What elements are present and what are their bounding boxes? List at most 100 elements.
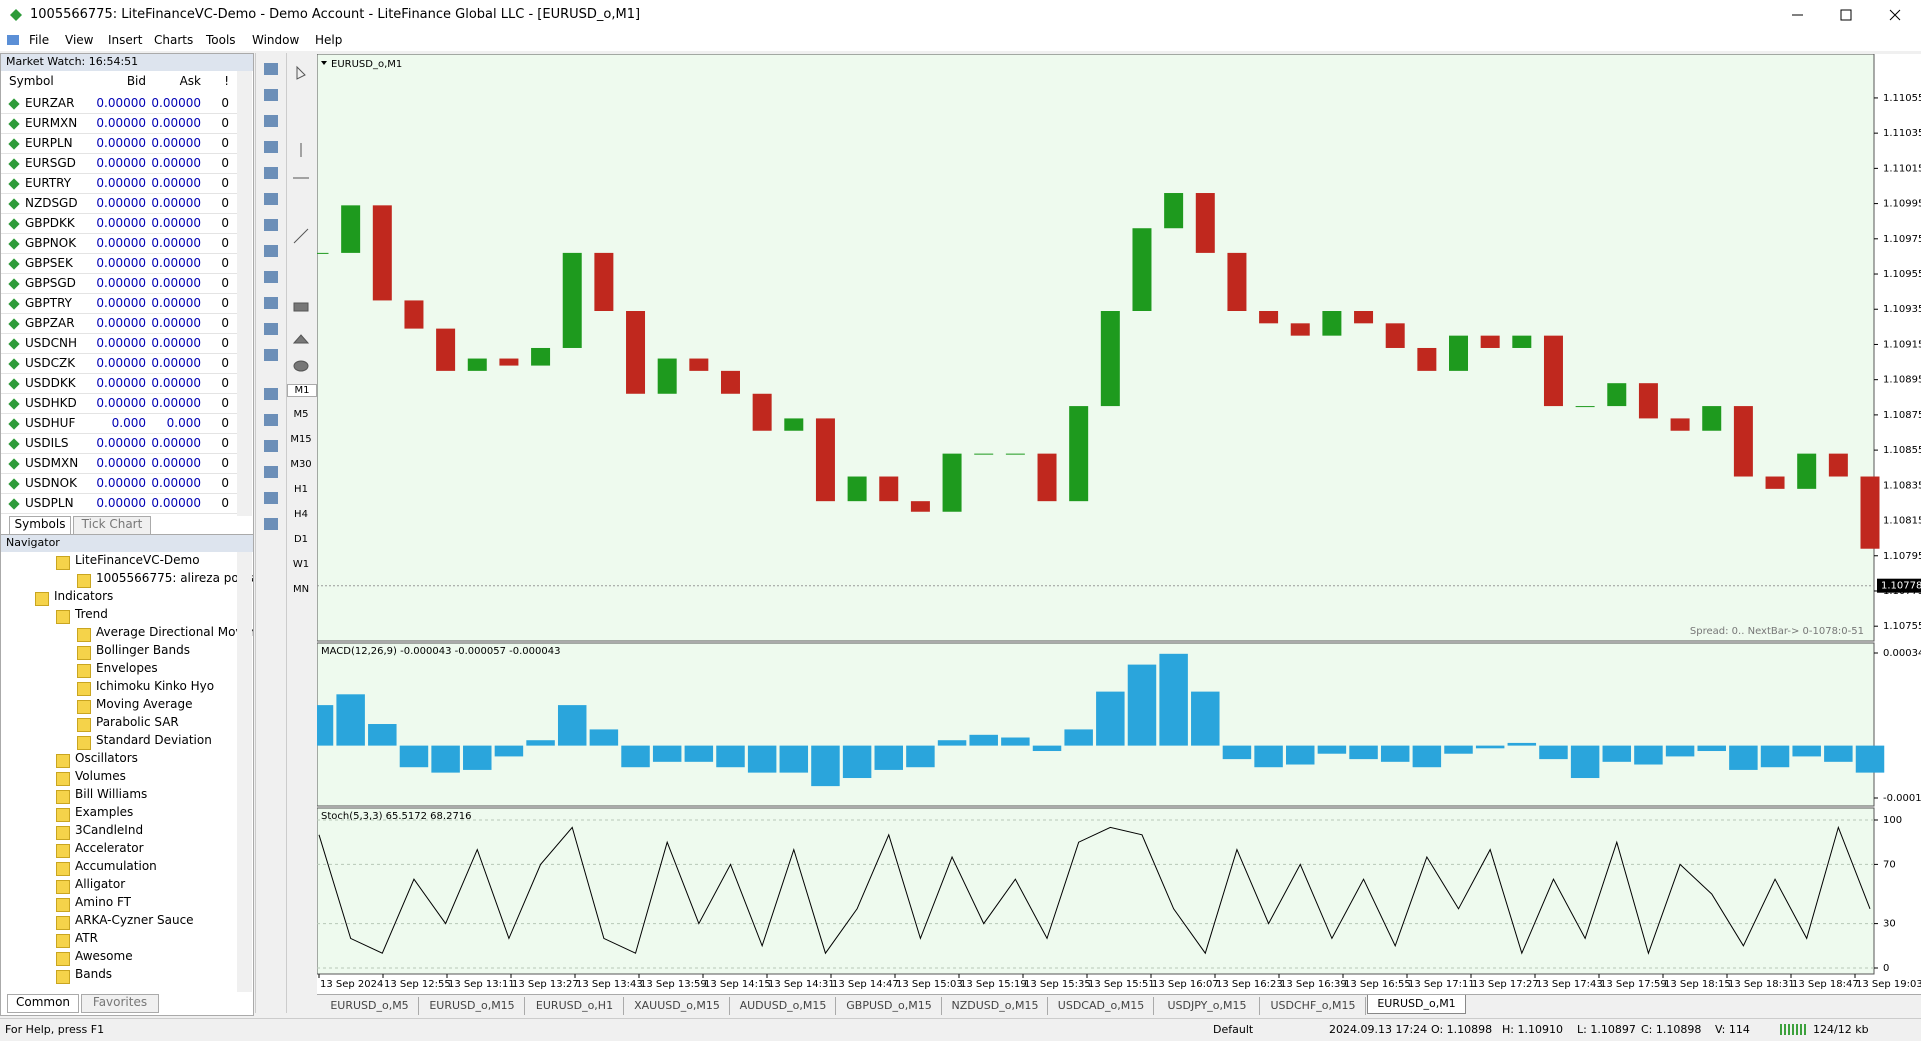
tree-item[interactable]: Average Directional Mover — [96, 625, 254, 639]
chart: 1.107551.107751.107951.108151.108351.108… — [317, 54, 1921, 994]
symbol[interactable]: EURZAR — [25, 96, 75, 110]
tree-item[interactable]: Awesome — [75, 949, 133, 963]
symbol[interactable]: USDCZK — [25, 356, 76, 370]
chart-tab[interactable]: USDCHF_o,M15 — [1261, 997, 1366, 1015]
tree-item[interactable]: Oscillators — [75, 751, 138, 765]
drawing-tools[interactable] — [287, 53, 315, 393]
symbol[interactable]: GBPNOK — [25, 236, 77, 250]
quote: 0 — [221, 496, 229, 510]
chart-tab[interactable]: EURUSD_o,M5 — [321, 997, 419, 1015]
tree-item[interactable]: Bands — [75, 967, 113, 981]
symbol[interactable]: GBPDKK — [25, 216, 75, 230]
tree-item[interactable]: Accelerator — [75, 841, 144, 855]
tree-item[interactable]: ARKA-Cyzner Sauce — [75, 913, 194, 927]
candle — [1828, 453, 1848, 477]
chart-tab[interactable]: USDJPY_o,M15 — [1155, 997, 1260, 1015]
column-header[interactable]: Ask — [179, 74, 201, 88]
chart-tab[interactable]: USDCAD_o,M15 — [1049, 997, 1154, 1015]
panel-tab[interactable]: Common — [7, 994, 79, 1013]
menu-item[interactable]: Window — [252, 33, 300, 47]
symbol[interactable]: USDMXN — [25, 456, 79, 470]
histogram-bar — [716, 745, 745, 768]
chart-tab[interactable]: NZDUSD_o,M15 — [943, 997, 1048, 1015]
symbol[interactable]: USDILS — [25, 436, 69, 450]
menu-item[interactable]: Insert — [108, 33, 143, 47]
timeframe-button[interactable]: MN — [292, 584, 310, 595]
symbol[interactable]: GBPZAR — [25, 316, 75, 330]
symbol[interactable]: GBPSEK — [25, 256, 73, 270]
x-tick-label: 13 Sep 17:43 — [1536, 979, 1603, 990]
symbol[interactable]: USDHKD — [25, 396, 77, 410]
menu-item[interactable]: Charts — [154, 33, 194, 47]
tree-item[interactable]: Accumulation — [75, 859, 157, 873]
symbol[interactable]: USDDKK — [25, 376, 76, 390]
menu-item[interactable]: Tools — [206, 33, 236, 47]
symbol[interactable]: USDPLN — [25, 496, 74, 510]
quote: 0 — [221, 216, 229, 230]
tree-item[interactable]: Envelopes — [96, 661, 158, 675]
toolbar-icons[interactable] — [256, 53, 286, 753]
tree-icon — [56, 952, 70, 966]
chart-tab[interactable]: EURUSD_o,M15 — [420, 997, 525, 1015]
symbol[interactable]: USDNOK — [25, 476, 77, 490]
tree-item[interactable]: Bill Williams — [75, 787, 148, 801]
timeframe-button[interactable]: M5 — [293, 409, 309, 420]
tree-item[interactable]: Parabolic SAR — [96, 715, 179, 729]
panel-tab[interactable]: Favorites — [81, 994, 159, 1013]
timeframe-button[interactable]: D1 — [293, 534, 309, 545]
chart-tab[interactable]: XAUUSD_o,M15 — [625, 997, 730, 1015]
symbol[interactable]: GBPTRY — [25, 296, 72, 310]
symbol[interactable]: USDHUF — [25, 416, 76, 430]
column-header[interactable]: Bid — [126, 74, 146, 88]
tree-item[interactable]: Alligator — [75, 877, 126, 891]
candle — [1765, 476, 1785, 489]
symbol[interactable]: EURTRY — [25, 176, 72, 190]
tree-item[interactable]: Examples — [75, 805, 134, 819]
chart-tab[interactable]: AUDUSD_o,M15 — [731, 997, 836, 1015]
quote: 0 — [221, 176, 229, 190]
chart-tab[interactable]: GBPUSD_o,M15 — [837, 997, 942, 1015]
symbol[interactable]: GBPSGD — [25, 276, 76, 290]
timeframe-button[interactable]: H4 — [294, 509, 308, 520]
tree-item[interactable]: Ichimoku Kinko Hyo — [96, 679, 215, 693]
timeframe-button[interactable]: M15 — [290, 434, 312, 445]
timeframe-button[interactable]: H1 — [294, 484, 308, 495]
symbol[interactable]: EURMXN — [25, 116, 78, 130]
tree-item[interactable]: Standard Deviation — [96, 733, 212, 747]
candle — [720, 370, 740, 394]
panel-tab[interactable]: Symbols — [9, 516, 71, 534]
panel-header — [1, 535, 253, 552]
menu-item[interactable]: View — [65, 33, 94, 47]
tree-item[interactable]: ATR — [75, 931, 98, 945]
tree-item[interactable]: Bollinger Bands — [96, 643, 190, 657]
symbol[interactable]: EURSGD — [25, 156, 76, 170]
tree-item[interactable]: 1005566775: alireza poorab — [96, 571, 254, 585]
column-header[interactable]: Symbol — [9, 74, 54, 88]
chart-tab[interactable]: EURUSD_o,M1 — [1367, 995, 1466, 1014]
tree-item[interactable]: Moving Average — [96, 697, 193, 711]
row-separator — [1, 133, 237, 134]
symbol[interactable]: USDCNH — [25, 336, 78, 350]
menu-icon — [7, 35, 19, 45]
candle — [1575, 406, 1595, 408]
tree-item[interactable]: 3CandleInd — [75, 823, 144, 837]
chart-tab[interactable]: EURUSD_o,H1 — [526, 997, 624, 1015]
window-controls[interactable] — [1780, 0, 1921, 30]
x-tick-label: 13 Sep 13:59 — [640, 979, 707, 990]
tree-item[interactable]: Amino FT — [75, 895, 132, 909]
candle — [1702, 406, 1722, 431]
symbol[interactable]: EURPLN — [25, 136, 73, 150]
menu-item[interactable]: Help — [315, 33, 343, 47]
timeframe-button[interactable]: W1 — [292, 559, 310, 570]
tree-item[interactable]: Trend — [75, 607, 108, 621]
quote: 0.00000 — [96, 96, 146, 110]
tree-item[interactable]: LiteFinanceVC-Demo — [75, 553, 200, 567]
column-header[interactable]: ! — [224, 74, 229, 88]
tree-item[interactable]: Indicators — [54, 589, 114, 603]
menu-item[interactable]: File — [29, 33, 50, 47]
panel-tab[interactable]: Tick Chart — [73, 516, 151, 534]
timeframe-button[interactable]: M1 — [287, 384, 317, 397]
tree-item[interactable]: Volumes — [75, 769, 126, 783]
timeframe-button[interactable]: M30 — [290, 459, 312, 470]
symbol[interactable]: NZDSGD — [25, 196, 78, 210]
